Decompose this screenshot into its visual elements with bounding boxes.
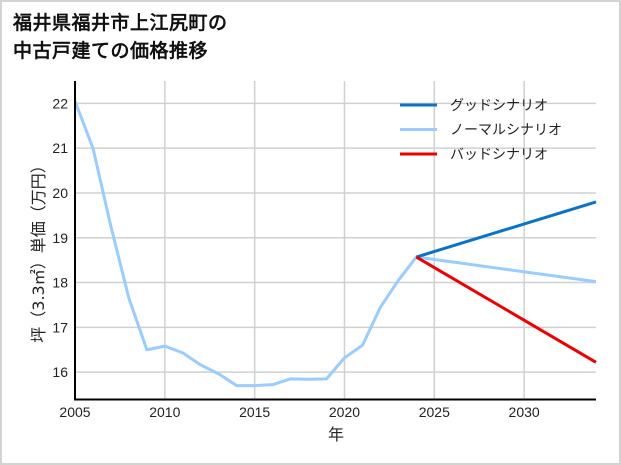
data-series xyxy=(73,100,597,388)
x-tick-labels: 2005 2010 2015 2020 2025 2030 xyxy=(59,404,539,420)
legend-label: グッドシナリオ xyxy=(450,98,548,114)
y-axis-label: 坪（3.3㎡）単価（万円） xyxy=(29,157,48,342)
x-tick-label: 2025 xyxy=(419,404,450,420)
y-tick-label: 16 xyxy=(52,364,68,380)
series-line xyxy=(415,200,597,259)
x-tick-label: 2020 xyxy=(329,404,360,420)
legend-label: バッドシナリオ xyxy=(450,147,548,163)
series-line xyxy=(73,100,597,388)
x-axis-label: 年 xyxy=(328,425,344,444)
y-tick-label: 18 xyxy=(52,275,68,291)
chart-title-line1: 福井県福井市上江尻町の xyxy=(13,12,228,34)
y-tick-label: 22 xyxy=(52,95,68,111)
grid-lines xyxy=(75,81,596,399)
axes xyxy=(74,81,596,401)
series-line xyxy=(415,255,597,364)
x-tick-label: 2005 xyxy=(59,404,90,420)
x-tick-label: 2030 xyxy=(509,404,540,420)
y-tick-labels: 16 17 18 19 20 21 22 xyxy=(52,95,68,380)
y-tick-label: 21 xyxy=(52,140,68,156)
y-tick-label: 20 xyxy=(52,185,68,201)
x-tick-label: 2010 xyxy=(149,404,180,420)
x-tick-label: 2015 xyxy=(239,404,270,420)
y-tick-label: 17 xyxy=(52,319,68,335)
y-tick-label: 19 xyxy=(52,230,68,246)
chart-title: 福井県福井市上江尻町の 中古戸建ての価格推移 xyxy=(13,9,228,65)
legend-label: ノーマルシナリオ xyxy=(450,123,562,139)
chart-title-line2: 中古戸建ての価格推移 xyxy=(13,40,209,62)
